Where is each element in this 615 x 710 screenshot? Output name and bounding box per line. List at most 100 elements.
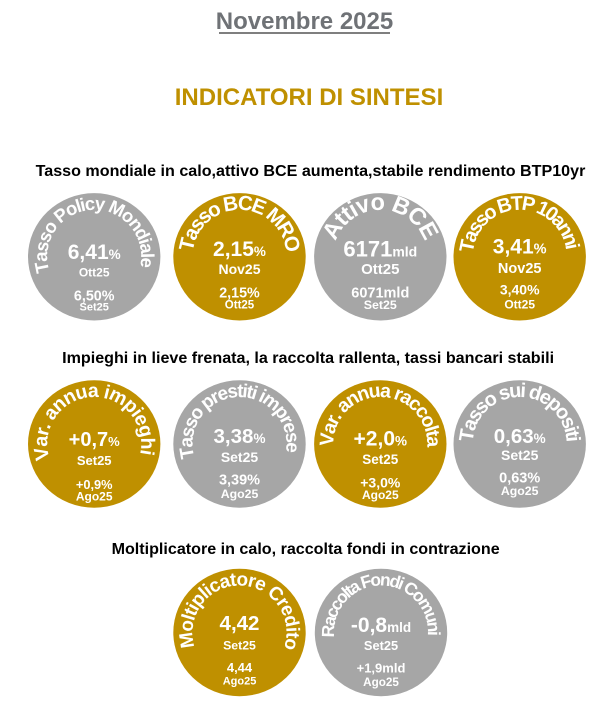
svg-text:s: s <box>226 381 239 403</box>
svg-text:Ago25: Ago25 <box>223 675 257 687</box>
svg-text:t: t <box>421 428 444 439</box>
svg-text:i: i <box>102 381 113 404</box>
svg-text:Set25: Set25 <box>501 447 539 463</box>
svg-text:T: T <box>30 259 53 275</box>
svg-text:i: i <box>78 194 88 216</box>
svg-text:l: l <box>73 195 84 217</box>
svg-text:M: M <box>176 631 199 650</box>
svg-text:a: a <box>88 380 99 402</box>
svg-text:t: t <box>245 382 256 404</box>
svg-text:t: t <box>560 429 583 440</box>
svg-text:u: u <box>73 380 90 404</box>
svg-text:Ott25: Ott25 <box>79 266 110 280</box>
svg-text:i: i <box>249 383 260 405</box>
svg-text:Nov25: Nov25 <box>498 261 542 277</box>
svg-text:s: s <box>177 425 200 440</box>
svg-text:o: o <box>369 569 382 590</box>
svg-text:B: B <box>495 193 515 218</box>
svg-text:i: i <box>135 236 157 247</box>
svg-text:4,42: 4,42 <box>220 612 260 635</box>
svg-text:+3,0%: +3,0% <box>360 475 401 491</box>
svg-text:T: T <box>175 235 200 253</box>
svg-text:i: i <box>281 626 302 632</box>
svg-text:3,38%: 3,38% <box>214 425 266 448</box>
svg-text:u: u <box>367 380 381 403</box>
svg-text:i: i <box>560 242 583 252</box>
svg-text:T: T <box>456 427 480 443</box>
svg-text:a: a <box>136 241 158 255</box>
svg-text:Set25: Set25 <box>77 453 112 468</box>
svg-text:o: o <box>370 189 386 216</box>
svg-text:a: a <box>318 614 340 628</box>
svg-text:g: g <box>133 422 157 439</box>
svg-text:6,41%: 6,41% <box>68 241 121 264</box>
svg-text:y: y <box>94 193 107 215</box>
svg-text:i: i <box>561 435 583 443</box>
svg-text:h: h <box>136 437 158 449</box>
svg-text:T: T <box>176 445 199 460</box>
svg-text:l: l <box>420 423 443 435</box>
svg-text:Ott25: Ott25 <box>504 298 535 312</box>
svg-text:e: e <box>136 257 158 270</box>
svg-text:V: V <box>30 445 54 462</box>
svg-text:n: n <box>423 620 444 633</box>
svg-text:Set25: Set25 <box>80 301 109 313</box>
svg-text:s: s <box>281 431 303 444</box>
svg-text:c: c <box>84 193 96 215</box>
svg-text:i: i <box>559 424 582 435</box>
svg-text:-0,8mld: -0,8mld <box>351 614 411 637</box>
svg-text:Ott25: Ott25 <box>225 299 255 311</box>
svg-text:6,50%: 6,50% <box>74 289 115 305</box>
svg-text:Ago25: Ago25 <box>363 676 399 689</box>
svg-text:u: u <box>508 380 522 403</box>
svg-text:B: B <box>221 191 239 216</box>
svg-text:a: a <box>422 436 444 448</box>
svg-text:6071mld: 6071mld <box>351 286 409 302</box>
svg-text:a: a <box>379 380 392 403</box>
svg-text:s: s <box>30 239 53 253</box>
svg-text:t: t <box>237 381 244 402</box>
svg-text:Nov25: Nov25 <box>218 261 260 277</box>
svg-text:Ago25: Ago25 <box>501 484 539 498</box>
svg-text:a: a <box>30 435 53 447</box>
svg-text:Ago25: Ago25 <box>76 489 113 503</box>
svg-text:o: o <box>236 569 249 591</box>
svg-text:2,15%: 2,15% <box>219 286 260 302</box>
svg-text:+2,0%: +2,0% <box>354 428 407 451</box>
svg-text:i: i <box>135 448 158 457</box>
svg-text:3,40%: 3,40% <box>500 282 540 298</box>
svg-text:Ago25: Ago25 <box>221 487 259 501</box>
svg-text:C: C <box>237 191 254 215</box>
svg-text:4,44: 4,44 <box>227 660 253 675</box>
svg-text:V: V <box>316 432 339 447</box>
svg-text:n: n <box>379 569 391 590</box>
svg-text:T: T <box>510 193 523 216</box>
svg-text:+1,9mld: +1,9mld <box>357 661 406 676</box>
svg-text:R: R <box>318 624 338 638</box>
svg-text:o: o <box>279 636 302 652</box>
svg-text:0,63%: 0,63% <box>499 471 540 487</box>
svg-text:Ott25: Ott25 <box>361 261 399 278</box>
svg-text:Set25: Set25 <box>362 452 399 467</box>
svg-text:Set25: Set25 <box>364 298 397 312</box>
svg-text:i: i <box>424 631 444 636</box>
svg-text:i: i <box>241 381 248 402</box>
svg-text:3,39%: 3,39% <box>219 472 260 488</box>
svg-text:Set25: Set25 <box>364 638 398 653</box>
svg-text:Set25: Set25 <box>223 638 256 652</box>
svg-text:o: o <box>176 619 198 633</box>
svg-text:t: t <box>281 632 302 640</box>
svg-text:Ago25: Ago25 <box>362 488 399 502</box>
svg-text:e: e <box>281 442 303 454</box>
svg-text:0,63%: 0,63% <box>494 425 546 448</box>
svg-text:t: t <box>229 569 238 591</box>
svg-text:T: T <box>456 238 480 254</box>
svg-text:d: d <box>387 570 403 592</box>
svg-text:O: O <box>278 233 304 254</box>
svg-text:l: l <box>137 253 158 259</box>
svg-text:+0,9%: +0,9% <box>76 477 113 492</box>
svg-text:a: a <box>30 251 51 262</box>
svg-text:d: d <box>279 613 302 629</box>
svg-text:i: i <box>520 380 527 402</box>
svg-text:2,15%: 2,15% <box>213 238 266 261</box>
